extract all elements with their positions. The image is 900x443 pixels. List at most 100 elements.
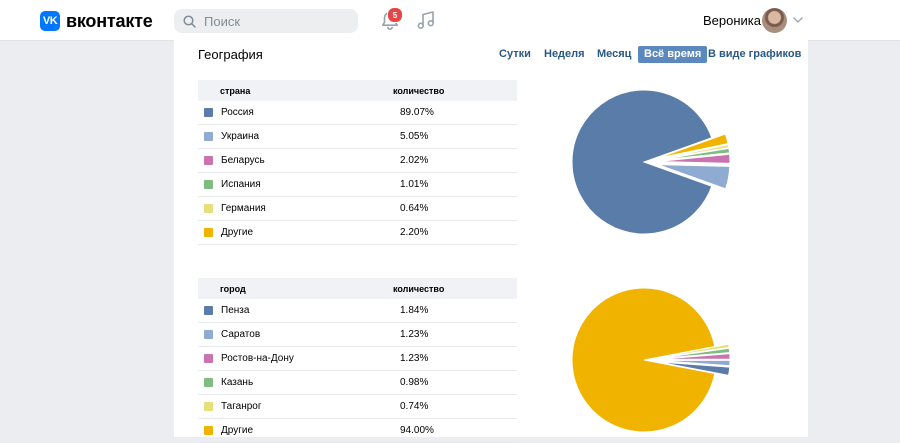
notifications-count-badge: 5 [387,7,403,23]
row-value: 0.64% [393,196,517,221]
legend-color-swatch [204,155,213,165]
row-label: Украина [221,131,260,142]
vk-logo[interactable]: VK вконтакте [40,10,153,32]
tab-as-charts[interactable]: В виде графиков [708,48,802,60]
legend-color-swatch [204,203,213,213]
row-value: 1.23% [393,346,517,371]
legend-color-swatch [204,377,213,387]
table-row: Беларусь 2.02% [198,148,517,173]
table-header: страна количество [198,80,517,101]
table-row: Россия 89.07% [198,101,517,125]
row-name-cell: Россия [198,101,393,125]
row-label: Беларусь [221,155,265,166]
table-row: Ростов-на-Дону 1.23% [198,346,517,371]
table-row: Казань 0.98% [198,370,517,395]
row-value: 94.00% [393,418,517,443]
row-label: Другие [221,425,254,436]
legend-color-swatch [204,227,213,237]
legend-color-swatch [204,401,213,411]
row-label: Россия [221,107,254,118]
table-row: Пенза 1.84% [198,299,517,323]
pie-slice-2[interactable] [657,359,731,367]
cities-table: город количество Пенза 1.84% Саратов 1.23% Р… [198,278,517,443]
legend-color-swatch [204,131,213,141]
user-avatar[interactable] [762,8,787,33]
geography-card: География Сутки Неделя Месяц Всё время В… [174,40,808,443]
row-value: 2.20% [393,220,517,245]
pie-slice-1[interactable] [657,361,731,376]
table-row: Саратов 1.23% [198,322,517,347]
row-label: Саратов [221,329,261,340]
row-name-cell: Саратов [198,322,393,347]
tab-all-time[interactable]: Всё время [638,46,708,63]
pie-slice-4[interactable] [657,147,731,161]
table-row: Другие 2.20% [198,220,517,245]
vk-logo-icon: VK [40,11,60,31]
legend-color-swatch [204,179,213,189]
row-name-cell: Казань [198,370,393,395]
cities-pie-chart [571,287,731,433]
pie-slice-6[interactable] [571,287,716,433]
legend-color-swatch [204,305,213,315]
row-label: Ростов-на-Дону [221,353,294,364]
pie-slice-5[interactable] [657,144,730,160]
row-value: 5.05% [393,124,517,149]
pie-slice-6[interactable] [657,133,729,159]
pie-slice-3[interactable] [657,153,731,164]
search-icon [183,14,196,28]
row-label: Испания [221,179,261,190]
countries-pie-chart [571,89,731,235]
row-value: 0.98% [393,370,517,395]
row-value: 1.23% [393,322,517,347]
row-name-cell: Другие [198,418,393,443]
search-box[interactable] [174,9,358,33]
pie-slice-4[interactable] [657,347,731,359]
table-row: Испания 1.01% [198,172,517,197]
legend-color-swatch [204,425,213,435]
row-name-cell: Ростов-на-Дону [198,346,393,371]
row-name-cell: Беларусь [198,148,393,173]
legend-color-swatch [204,107,213,117]
pie-slice-1[interactable] [571,89,713,235]
column-header-country: страна [198,80,393,101]
row-name-cell: Другие [198,220,393,245]
legend-color-swatch [204,329,213,339]
table-header: город количество [198,278,517,299]
section-title: География [198,47,263,62]
countries-table: страна количество Россия 89.07% Украина 5.0… [198,80,517,245]
chevron-down-icon[interactable] [793,17,803,23]
row-value: 1.84% [393,299,517,323]
row-label: Другие [221,227,254,238]
row-value: 89.07% [393,101,517,125]
table-row: Таганрог 0.74% [198,394,517,419]
row-name-cell: Таганрог [198,394,393,419]
column-header-count: количество [393,80,517,101]
logo-text: вконтакте [66,10,153,31]
row-name-cell: Украина [198,124,393,149]
row-value: 0.74% [393,394,517,419]
search-input[interactable] [202,12,346,30]
row-name-cell: Испания [198,172,393,197]
column-header-count: количество [393,278,517,299]
table-row: Украина 5.05% [198,124,517,149]
music-icon[interactable] [417,10,435,30]
row-value: 1.01% [393,172,517,197]
table-row: Германия 0.64% [198,196,517,221]
column-header-city: город [198,278,393,299]
tab-day[interactable]: Сутки [499,48,531,60]
row-value: 2.02% [393,148,517,173]
pie-slice-2[interactable] [657,164,731,190]
row-label: Казань [221,377,254,388]
tab-week[interactable]: Неделя [544,48,585,60]
row-label: Пенза [221,305,250,316]
row-label: Германия [221,203,266,214]
legend-color-swatch [204,353,213,363]
row-name-cell: Германия [198,196,393,221]
tab-month[interactable]: Месяц [597,48,632,60]
pie-slice-3[interactable] [657,353,731,360]
table-row: Другие 94.00% [198,418,517,443]
row-name-cell: Пенза [198,299,393,323]
user-name[interactable]: Вероника [703,13,762,28]
top-bar: VK вконтакте 5 Вероника [0,0,900,41]
row-label: Таганрог [221,401,262,412]
